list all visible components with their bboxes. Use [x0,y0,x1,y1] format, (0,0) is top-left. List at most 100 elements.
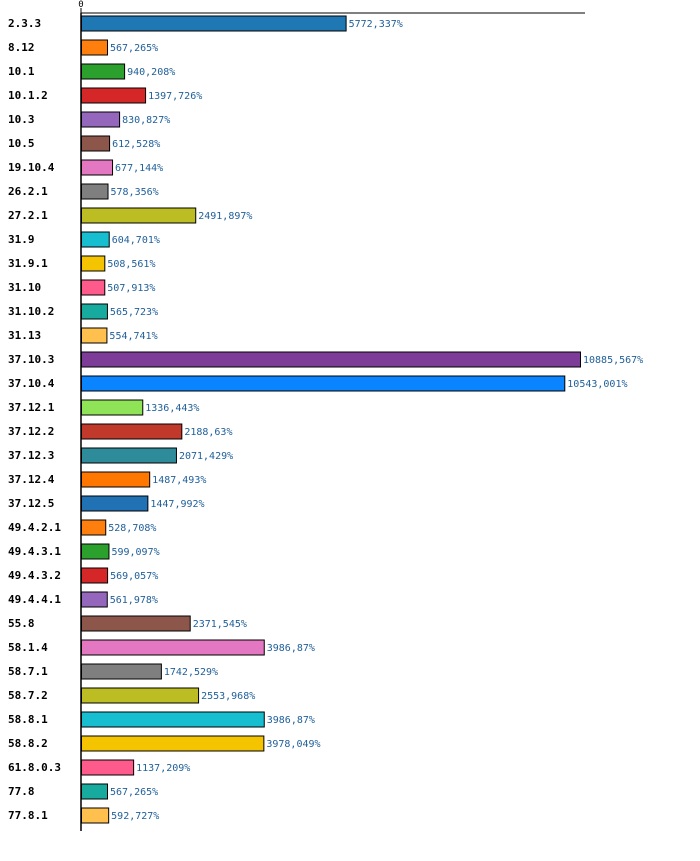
bar-value-label: 561,978% [110,595,158,606]
bar-value-label: 3986,87% [267,643,315,654]
bar [81,423,183,440]
bar [81,135,111,152]
bar-value-label: 1742,529% [164,667,218,678]
bar-value-label: 2071,429% [179,451,233,462]
bar [81,735,265,752]
category-label: 10.5 [8,137,35,150]
category-label: 37.12.5 [8,497,54,510]
bar [81,207,197,224]
bar-value-label: 1487,493% [152,475,206,486]
x-tick-label: 0 [78,0,83,10]
category-label: 49.4.4.1 [8,593,61,606]
category-label: 77.8.1 [8,809,48,822]
bar-value-label: 2553,968% [201,691,255,702]
bar [81,63,126,80]
bar [81,447,177,464]
bar-value-label: 567,265% [110,43,158,54]
category-label: 10.3 [8,113,35,126]
bar-value-label: 507,913% [107,283,155,294]
bar [81,687,200,704]
bar [81,255,106,272]
bar-value-label: 1447,992% [150,499,204,510]
bar-value-label: 3986,87% [267,715,315,726]
bar-value-label: 940,208% [127,67,175,78]
bar [81,567,109,584]
bar [81,159,114,176]
bar [81,543,110,560]
category-label: 31.10 [8,281,41,294]
bar-value-label: 3978,049% [266,739,320,750]
category-label: 37.12.1 [8,401,55,414]
bar [81,663,162,680]
category-label: 8.12 [8,41,35,54]
bar-value-label: 1397,726% [148,91,202,102]
bar-value-label: 10543,001% [567,379,627,390]
bar-value-label: 604,701% [112,235,160,246]
bar-value-label: 508,561% [107,259,155,270]
category-label: 58.8.1 [8,713,48,726]
bar-value-label: 2491,897% [198,211,252,222]
bar [81,783,109,800]
category-label: 37.12.4 [8,473,55,486]
bar [81,711,265,728]
bar [81,87,147,104]
bar [81,15,347,32]
bar [81,111,121,128]
bar [81,183,109,200]
bar [81,39,109,56]
category-label: 77.8 [8,785,35,798]
category-label: 49.4.3.1 [8,545,61,558]
bar [81,327,108,344]
bar-value-label: 578,356% [111,187,159,198]
category-label: 31.9.1 [8,257,48,270]
category-label: 61.8.0.3 [8,761,61,774]
bar-value-label: 599,097% [111,547,159,558]
bar-value-label: 565,723% [110,307,158,318]
bar [81,375,566,392]
bar-value-label: 2371,545% [193,619,247,630]
category-label: 58.1.4 [8,641,48,654]
bar [81,759,135,776]
category-label: 37.10.4 [8,377,55,390]
category-label: 19.10.4 [8,161,55,174]
category-label: 2.3.3 [8,17,41,30]
bar-value-label: 569,057% [110,571,158,582]
bar [81,231,110,248]
bar [81,495,149,512]
bar [81,639,265,656]
category-label: 49.4.3.2 [8,569,61,582]
category-label: 37.10.3 [8,353,54,366]
bar [81,351,581,368]
category-label: 58.8.2 [8,737,48,750]
bar-value-label: 5772,337% [349,19,403,30]
bar-value-label: 677,144% [115,163,163,174]
category-label: 31.10.2 [8,305,54,318]
category-label: 37.12.3 [8,449,54,462]
bar-value-label: 1336,443% [145,403,199,414]
category-label: 10.1 [8,65,35,78]
category-label: 58.7.2 [8,689,48,702]
bar [81,303,108,320]
bar-value-label: 567,265% [110,787,158,798]
bar-value-label: 1137,209% [136,763,190,774]
category-label: 31.9 [8,233,35,246]
bar [81,279,106,296]
bar [81,615,191,632]
bar-value-label: 2188,63% [184,427,232,438]
bar [81,471,151,488]
category-label: 49.4.2.1 [8,521,61,534]
bar-value-label: 612,528% [112,139,160,150]
bar [81,399,144,416]
bar-value-label: 554,741% [109,331,157,342]
bar [81,591,108,608]
bar-value-label: 592,727% [111,811,159,822]
bar-value-label: 10885,567% [583,355,643,366]
bar-value-label: 830,827% [122,115,170,126]
category-label: 26.2.1 [8,185,48,198]
category-label: 10.1.2 [8,89,48,102]
category-label: 31.13 [8,329,41,342]
category-label: 27.2.1 [8,209,48,222]
bar-value-label: 528,708% [108,523,156,534]
category-label: 37.12.2 [8,425,54,438]
